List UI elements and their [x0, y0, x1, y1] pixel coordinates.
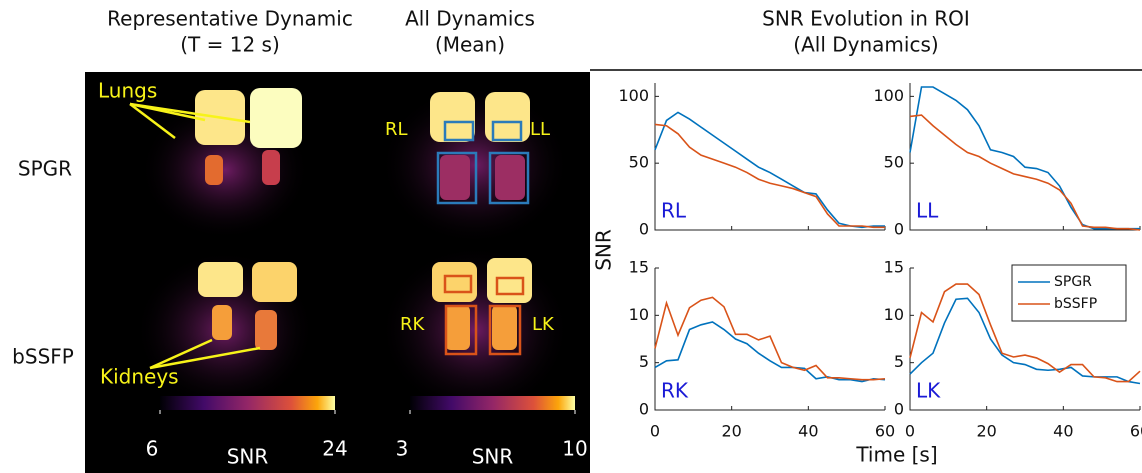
legend-label: bSSFP [1054, 296, 1097, 312]
roi-label: LL [530, 119, 550, 140]
data-line [654, 111, 885, 229]
arrows [129, 102, 261, 370]
data-line [909, 114, 1141, 231]
header: All Dynamics [405, 7, 535, 31]
roi-label: RL [385, 119, 408, 140]
header: (T = 12 s) [180, 33, 280, 57]
chart-label: LK [916, 379, 941, 403]
x-tick-label: 40 [798, 422, 818, 441]
header: SNR Evolution in ROI [762, 7, 970, 31]
x-tick-label: 60 [1130, 422, 1142, 441]
header: (All Dynamics) [793, 33, 938, 57]
y-tick-label: 100 [618, 86, 649, 105]
colorbar-tick-label: 10 [562, 437, 587, 461]
y-tick-label: 50 [884, 153, 904, 172]
data-line [909, 283, 1141, 383]
annotation: Kidneys [100, 365, 179, 389]
y-tick-label: 0 [894, 400, 904, 419]
colorbar [410, 396, 575, 410]
y-tick-label: 10 [884, 305, 904, 324]
y-tick-label: 100 [873, 86, 904, 105]
data-line [654, 296, 886, 381]
x-tick-label: 20 [976, 422, 996, 441]
x-tick-label: 60 [875, 422, 895, 441]
header: (Mean) [435, 33, 505, 57]
y-tick-label: 15 [884, 258, 904, 277]
x-tick-label: 20 [721, 422, 741, 441]
annotation: Lungs [98, 79, 157, 103]
chart-label: RK [661, 379, 689, 403]
axis [654, 268, 885, 411]
roi-label: LK [532, 314, 555, 335]
row-label: SPGR [18, 157, 72, 181]
y-tick-label: 0 [894, 220, 904, 239]
axis [909, 83, 1140, 231]
y-tick-label: 10 [629, 305, 649, 324]
colorbar-label: SNR [227, 445, 269, 469]
x-tick-label: 40 [1053, 422, 1073, 441]
y-tick-label: 5 [894, 352, 904, 371]
roi-boxes [436, 120, 530, 356]
legend-box [1011, 264, 1127, 322]
x-tick-label: 0 [650, 422, 660, 441]
y-tick-label: 50 [629, 153, 649, 172]
x-axis-label: Time [s] [855, 443, 937, 467]
y-tick-label: 5 [639, 352, 649, 371]
header: Representative Dynamic [107, 7, 353, 31]
y-axis-label: SNR [592, 229, 616, 271]
colorbar [160, 396, 335, 410]
y-tick-label: 0 [639, 400, 649, 419]
data-line [654, 123, 885, 229]
y-tick-label: 0 [639, 220, 649, 239]
x-tick-label: 0 [905, 422, 915, 441]
data-line [909, 86, 1140, 230]
roi-label: RK [400, 314, 426, 335]
chart-label: RL [661, 199, 687, 223]
row-label: bSSFP [12, 345, 74, 369]
chart-label: LL [916, 199, 939, 223]
y-tick-label: 15 [629, 258, 649, 277]
colorbar-tick-label: 6 [146, 437, 159, 461]
colorbar-tick-label: 24 [322, 437, 347, 461]
legend-label: SPGR [1054, 274, 1092, 290]
colorbar-tick-label: 3 [396, 437, 409, 461]
colorbar-label: SNR [472, 445, 514, 469]
data-line [654, 321, 886, 383]
axis [654, 83, 885, 231]
